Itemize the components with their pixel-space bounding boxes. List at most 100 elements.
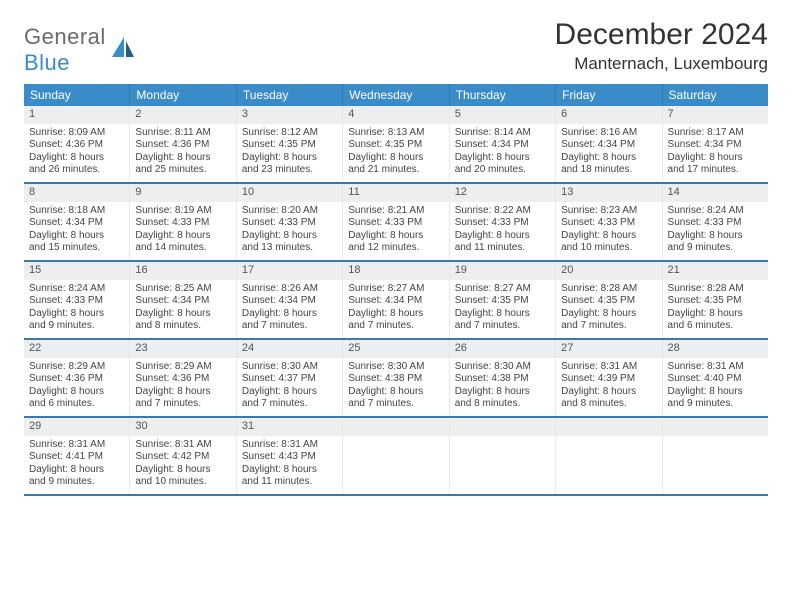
day-cell bbox=[556, 418, 662, 494]
day-sr: Sunrise: 8:27 AM bbox=[348, 283, 443, 296]
day-ss: Sunset: 4:33 PM bbox=[242, 217, 337, 230]
day-sr: Sunrise: 8:17 AM bbox=[668, 127, 763, 140]
day-number: 23 bbox=[130, 340, 235, 358]
day-sr: Sunrise: 8:24 AM bbox=[668, 205, 763, 218]
day-d1: Daylight: 8 hours bbox=[668, 308, 763, 321]
day-number: 15 bbox=[24, 262, 129, 280]
day-cell: 19Sunrise: 8:27 AMSunset: 4:35 PMDayligh… bbox=[450, 262, 556, 338]
day-d2: and 6 minutes. bbox=[668, 320, 763, 333]
day-cell: 8Sunrise: 8:18 AMSunset: 4:34 PMDaylight… bbox=[24, 184, 130, 260]
weekday-header: Tuesday bbox=[237, 84, 343, 106]
day-cell: 3Sunrise: 8:12 AMSunset: 4:35 PMDaylight… bbox=[237, 106, 343, 182]
week-row: 15Sunrise: 8:24 AMSunset: 4:33 PMDayligh… bbox=[24, 262, 768, 340]
day-sr: Sunrise: 8:28 AM bbox=[668, 283, 763, 296]
day-cell: 10Sunrise: 8:20 AMSunset: 4:33 PMDayligh… bbox=[237, 184, 343, 260]
day-cell: 4Sunrise: 8:13 AMSunset: 4:35 PMDaylight… bbox=[343, 106, 449, 182]
day-number bbox=[556, 418, 661, 436]
day-cell: 11Sunrise: 8:21 AMSunset: 4:33 PMDayligh… bbox=[343, 184, 449, 260]
page-title: December 2024 bbox=[555, 18, 768, 52]
day-d2: and 8 minutes. bbox=[561, 398, 656, 411]
day-ss: Sunset: 4:40 PM bbox=[668, 373, 763, 386]
day-d2: and 8 minutes. bbox=[135, 320, 230, 333]
day-d1: Daylight: 8 hours bbox=[455, 152, 550, 165]
day-d1: Daylight: 8 hours bbox=[135, 152, 230, 165]
day-d1: Daylight: 8 hours bbox=[242, 152, 337, 165]
day-cell: 21Sunrise: 8:28 AMSunset: 4:35 PMDayligh… bbox=[663, 262, 768, 338]
day-d1: Daylight: 8 hours bbox=[668, 230, 763, 243]
day-d2: and 8 minutes. bbox=[455, 398, 550, 411]
day-d1: Daylight: 8 hours bbox=[242, 308, 337, 321]
day-body: Sunrise: 8:31 AMSunset: 4:42 PMDaylight:… bbox=[130, 436, 235, 494]
day-ss: Sunset: 4:43 PM bbox=[242, 451, 337, 464]
day-body: Sunrise: 8:09 AMSunset: 4:36 PMDaylight:… bbox=[24, 124, 129, 182]
day-cell: 17Sunrise: 8:26 AMSunset: 4:34 PMDayligh… bbox=[237, 262, 343, 338]
day-body: Sunrise: 8:28 AMSunset: 4:35 PMDaylight:… bbox=[556, 280, 661, 338]
day-number: 2 bbox=[130, 106, 235, 124]
day-cell: 20Sunrise: 8:28 AMSunset: 4:35 PMDayligh… bbox=[556, 262, 662, 338]
day-number bbox=[450, 418, 555, 436]
week-row: 29Sunrise: 8:31 AMSunset: 4:41 PMDayligh… bbox=[24, 418, 768, 496]
day-d1: Daylight: 8 hours bbox=[29, 230, 124, 243]
day-sr: Sunrise: 8:11 AM bbox=[135, 127, 230, 140]
day-body: Sunrise: 8:30 AMSunset: 4:37 PMDaylight:… bbox=[237, 358, 342, 416]
day-ss: Sunset: 4:38 PM bbox=[455, 373, 550, 386]
day-cell: 22Sunrise: 8:29 AMSunset: 4:36 PMDayligh… bbox=[24, 340, 130, 416]
day-body: Sunrise: 8:12 AMSunset: 4:35 PMDaylight:… bbox=[237, 124, 342, 182]
day-d2: and 7 minutes. bbox=[242, 320, 337, 333]
weekday-header: Sunday bbox=[24, 84, 130, 106]
day-d1: Daylight: 8 hours bbox=[455, 230, 550, 243]
day-d1: Daylight: 8 hours bbox=[29, 308, 124, 321]
day-d2: and 11 minutes. bbox=[455, 242, 550, 255]
day-sr: Sunrise: 8:31 AM bbox=[242, 439, 337, 452]
day-d2: and 10 minutes. bbox=[561, 242, 656, 255]
weeks-container: 1Sunrise: 8:09 AMSunset: 4:36 PMDaylight… bbox=[24, 106, 768, 496]
day-body: Sunrise: 8:30 AMSunset: 4:38 PMDaylight:… bbox=[450, 358, 555, 416]
day-sr: Sunrise: 8:14 AM bbox=[455, 127, 550, 140]
day-cell: 2 Sunrise: 8:11 AMSunset: 4:36 PMDaylight… bbox=[130, 106, 236, 182]
day-ss: Sunset: 4:34 PM bbox=[455, 139, 550, 152]
day-sr: Sunrise: 8:24 AM bbox=[29, 283, 124, 296]
day-cell: 14Sunrise: 8:24 AMSunset: 4:33 PMDayligh… bbox=[663, 184, 768, 260]
logo-text-blue: Blue bbox=[24, 50, 70, 75]
day-body: Sunrise: 8:23 AMSunset: 4:33 PMDaylight:… bbox=[556, 202, 661, 260]
day-d2: and 26 minutes. bbox=[29, 164, 124, 177]
day-number: 18 bbox=[343, 262, 448, 280]
sail-icon bbox=[110, 35, 136, 66]
day-d1: Daylight: 8 hours bbox=[561, 230, 656, 243]
day-ss: Sunset: 4:34 PM bbox=[561, 139, 656, 152]
day-ss: Sunset: 4:36 PM bbox=[135, 373, 230, 386]
day-cell: 24Sunrise: 8:30 AMSunset: 4:37 PMDayligh… bbox=[237, 340, 343, 416]
day-ss: Sunset: 4:42 PM bbox=[135, 451, 230, 464]
day-d2: and 7 minutes. bbox=[242, 398, 337, 411]
day-sr: Sunrise: 8:31 AM bbox=[135, 439, 230, 452]
weekday-header: Friday bbox=[556, 84, 662, 106]
day-ss: Sunset: 4:39 PM bbox=[561, 373, 656, 386]
day-body: Sunrise: 8:21 AMSunset: 4:33 PMDaylight:… bbox=[343, 202, 448, 260]
day-d2: and 11 minutes. bbox=[242, 476, 337, 489]
day-number: 5 bbox=[450, 106, 555, 124]
day-ss: Sunset: 4:35 PM bbox=[242, 139, 337, 152]
day-ss: Sunset: 4:33 PM bbox=[348, 217, 443, 230]
day-body: Sunrise: 8:19 AMSunset: 4:33 PMDaylight:… bbox=[130, 202, 235, 260]
day-sr: Sunrise: 8:13 AM bbox=[348, 127, 443, 140]
day-number: 21 bbox=[663, 262, 768, 280]
day-cell: 13Sunrise: 8:23 AMSunset: 4:33 PMDayligh… bbox=[556, 184, 662, 260]
day-d1: Daylight: 8 hours bbox=[348, 386, 443, 399]
day-d1: Daylight: 8 hours bbox=[135, 386, 230, 399]
day-number: 8 bbox=[24, 184, 129, 202]
day-d2: and 9 minutes. bbox=[668, 242, 763, 255]
day-d1: Daylight: 8 hours bbox=[668, 386, 763, 399]
day-sr: Sunrise: 8:26 AM bbox=[242, 283, 337, 296]
day-cell: 31Sunrise: 8:31 AMSunset: 4:43 PMDayligh… bbox=[237, 418, 343, 494]
day-ss: Sunset: 4:33 PM bbox=[561, 217, 656, 230]
day-ss: Sunset: 4:34 PM bbox=[668, 139, 763, 152]
day-d2: and 7 minutes. bbox=[348, 398, 443, 411]
day-ss: Sunset: 4:36 PM bbox=[29, 373, 124, 386]
day-number: 13 bbox=[556, 184, 661, 202]
day-sr: Sunrise: 8:27 AM bbox=[455, 283, 550, 296]
day-d1: Daylight: 8 hours bbox=[348, 230, 443, 243]
day-ss: Sunset: 4:41 PM bbox=[29, 451, 124, 464]
day-d1: Daylight: 8 hours bbox=[29, 386, 124, 399]
week-row: 22Sunrise: 8:29 AMSunset: 4:36 PMDayligh… bbox=[24, 340, 768, 418]
day-ss: Sunset: 4:36 PM bbox=[135, 139, 230, 152]
